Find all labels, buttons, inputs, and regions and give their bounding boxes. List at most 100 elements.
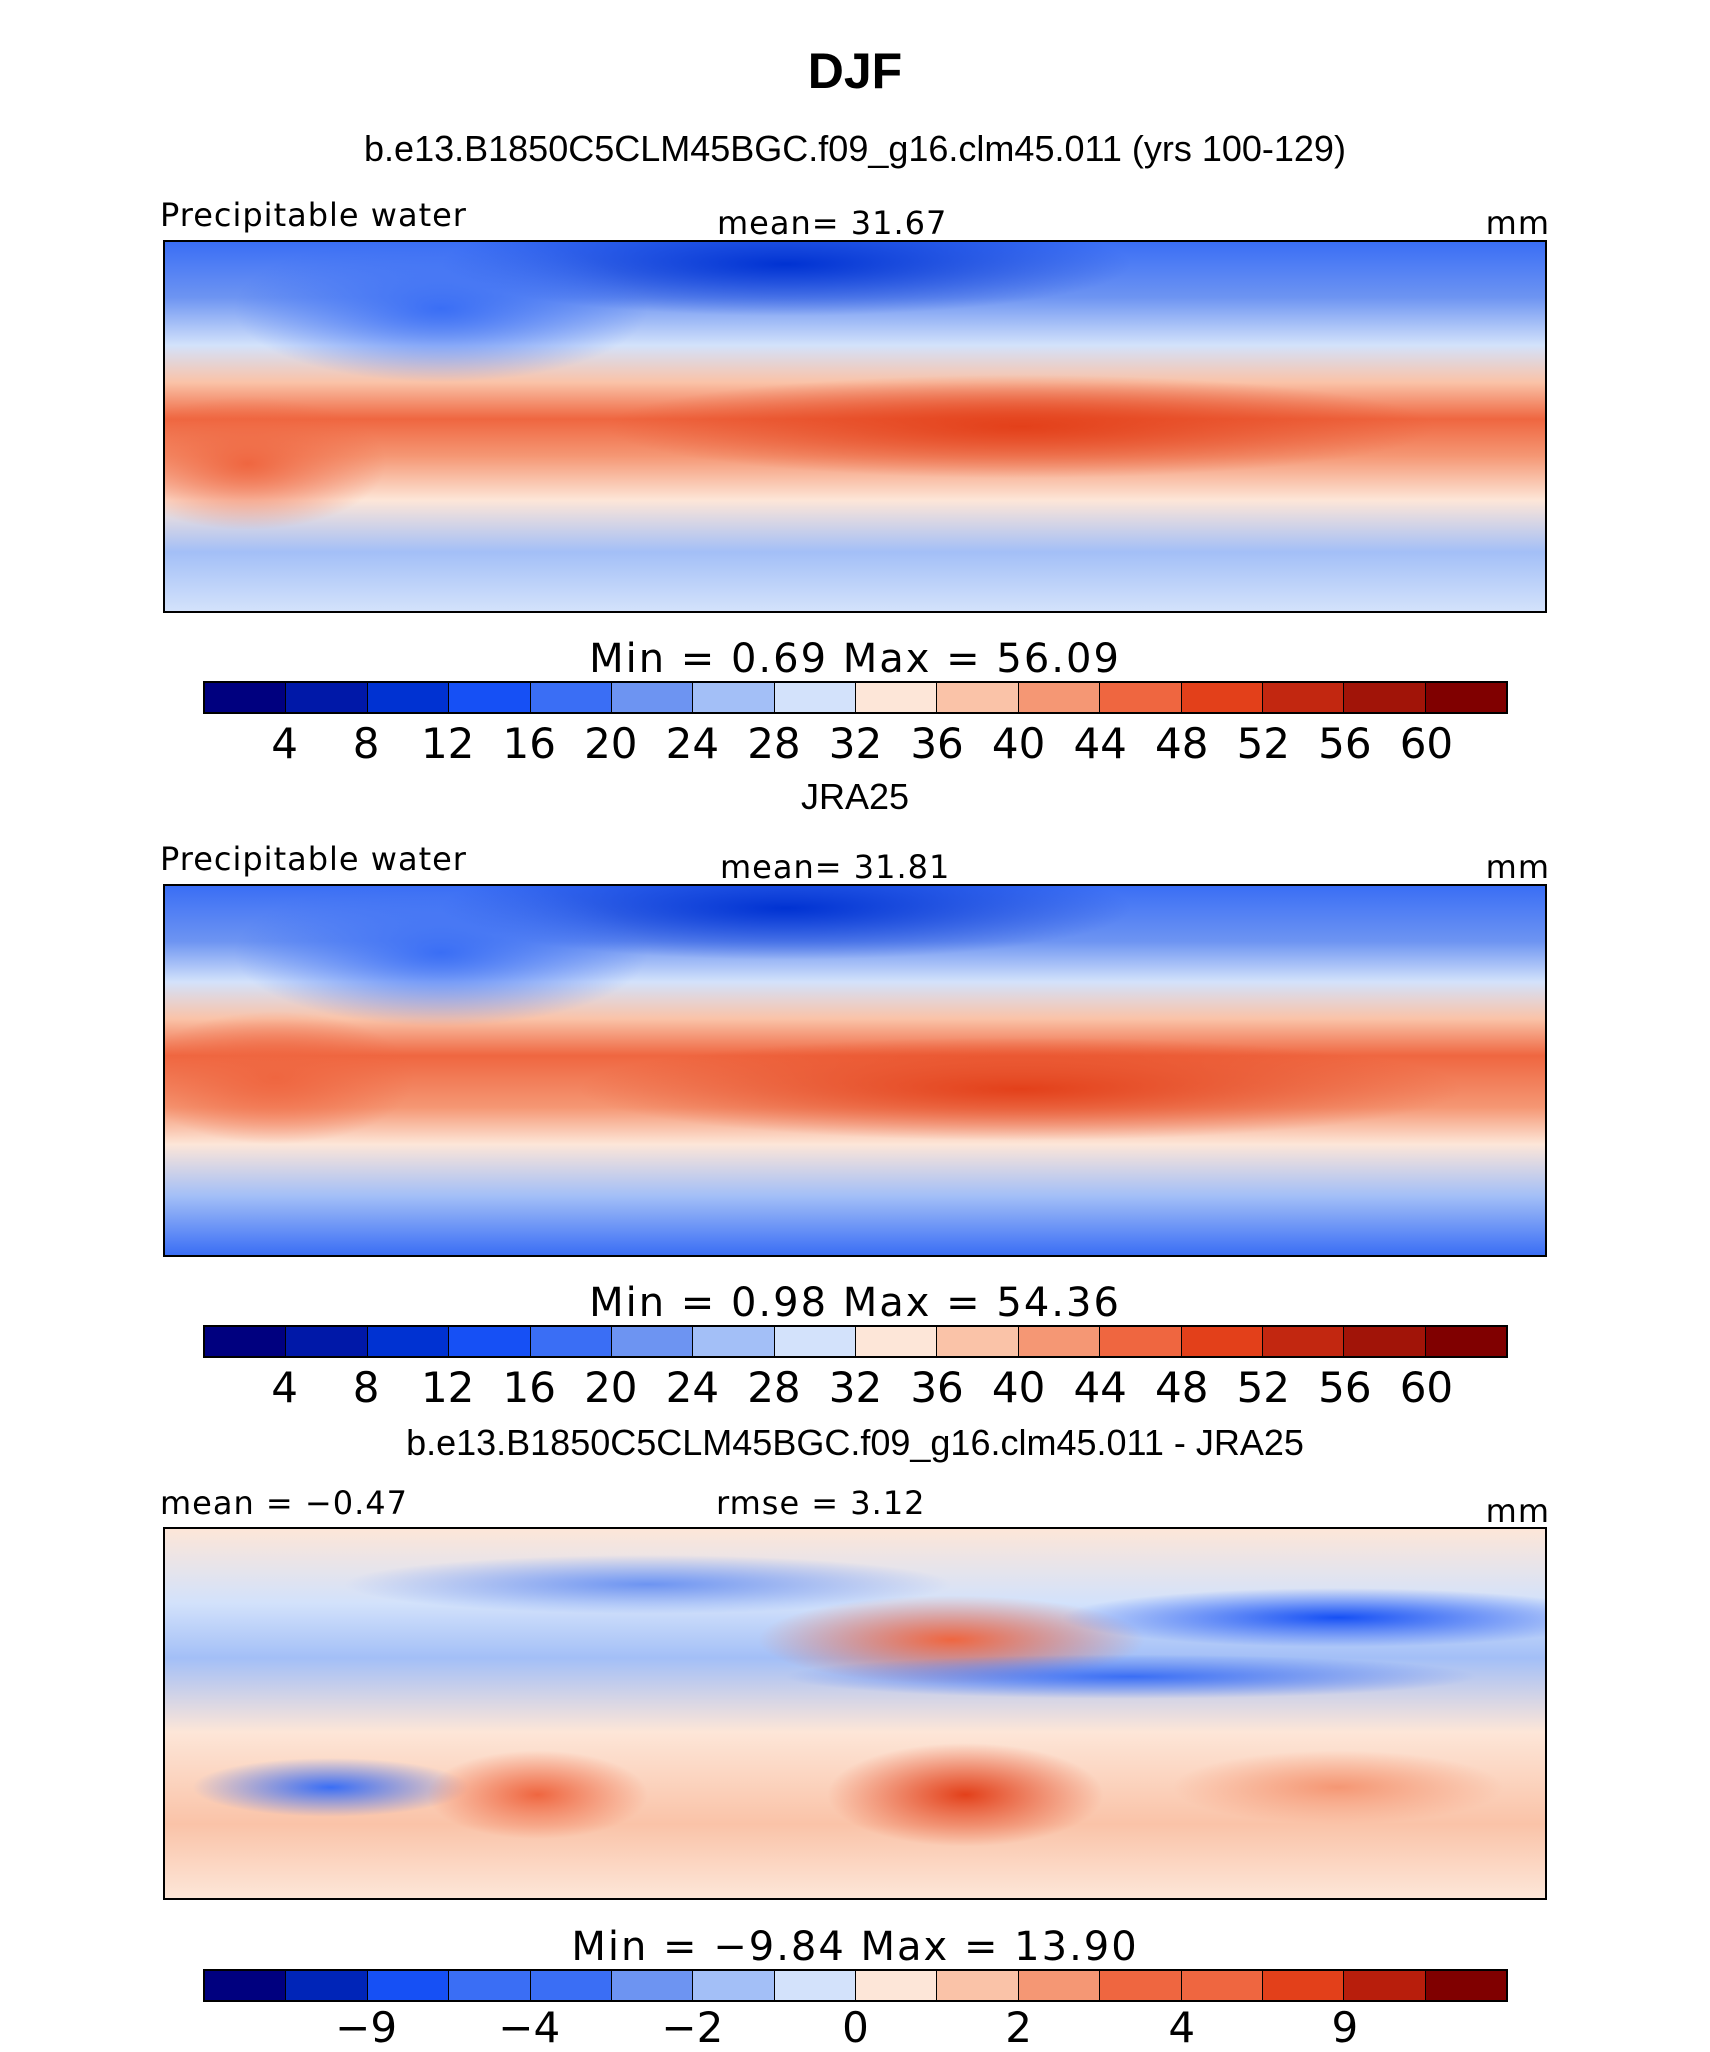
colorbar-segment bbox=[1262, 1327, 1345, 1356]
colorbar-tick-label: 60 bbox=[1399, 1363, 1454, 1412]
panel2-subtitle: JRA25 bbox=[800, 776, 910, 817]
colorbar-tick-label: 28 bbox=[747, 719, 801, 768]
colorbar-segment bbox=[1018, 1327, 1101, 1356]
colorbar-tick-label: 32 bbox=[828, 719, 883, 768]
colorbar-segment bbox=[611, 1327, 694, 1356]
panel2-unit-label: mm bbox=[1485, 848, 1550, 886]
panel2-left-label: Precipitable water bbox=[160, 840, 467, 878]
colorbar-segment bbox=[611, 1971, 694, 2000]
colorbar-tick-label: 8 bbox=[352, 719, 380, 768]
colorbar-tick-label: 36 bbox=[910, 719, 964, 768]
colorbar-segment bbox=[530, 1971, 612, 2000]
colorbar-segment bbox=[449, 1327, 531, 1356]
colorbar-tick-label: 4 bbox=[271, 719, 298, 768]
colorbar-tick-label: 24 bbox=[665, 719, 720, 768]
colorbar-segment bbox=[693, 683, 775, 712]
colorbar-segment bbox=[774, 1971, 856, 2000]
colorbar-segment bbox=[693, 1971, 775, 2000]
colorbar-segment bbox=[1425, 1327, 1506, 1356]
colorbar-tick-label: 48 bbox=[1155, 1363, 1209, 1412]
panel3-unit-label: mm bbox=[1485, 1492, 1550, 1530]
colorbar-tick-label: 28 bbox=[747, 1363, 801, 1412]
colorbar-segment bbox=[1425, 683, 1506, 712]
colorbar-segment bbox=[367, 1327, 450, 1356]
panel3-map bbox=[163, 1527, 1547, 1900]
panel1-unit-label: mm bbox=[1485, 204, 1550, 242]
colorbar-tick-label: 40 bbox=[991, 719, 1046, 768]
colorbar-tick-label: 20 bbox=[584, 1363, 638, 1412]
panel2-minmax: Min = 0.98 Max = 54.36 bbox=[589, 1280, 1121, 1326]
colorbar-tick-label: 16 bbox=[502, 719, 556, 768]
colorbar-segment bbox=[1344, 1327, 1426, 1356]
panel3-minmax: Min = −9.84 Max = 13.90 bbox=[571, 1924, 1139, 1970]
colorbar-tick-label: 60 bbox=[1399, 719, 1454, 768]
colorbar-tick-label: 12 bbox=[420, 1363, 475, 1412]
colorbar-tick-label: 0 bbox=[842, 2003, 869, 2052]
colorbar-tick-label: 4 bbox=[271, 1363, 298, 1412]
colorbar-segment bbox=[205, 1971, 287, 2000]
panel3-subtitle: b.e13.B1850C5CLM45BGC.f09_g16.clm45.011 … bbox=[406, 1422, 1304, 1463]
colorbar-segment bbox=[1018, 1971, 1101, 2000]
colorbar-tick-label: −4 bbox=[498, 2003, 561, 2052]
colorbar-tick-label: 44 bbox=[1073, 1363, 1127, 1412]
colorbar-tick-label: 2 bbox=[1005, 2003, 1032, 2052]
colorbar-segment bbox=[286, 1971, 368, 2000]
colorbar-tick-label: 44 bbox=[1073, 719, 1127, 768]
colorbar-tick-label: 56 bbox=[1318, 1363, 1372, 1412]
colorbar-segment bbox=[693, 1327, 775, 1356]
colorbar-segment bbox=[1100, 683, 1182, 712]
colorbar-segment bbox=[205, 1327, 287, 1356]
panel2-map bbox=[163, 884, 1547, 1257]
colorbar-segment bbox=[1181, 1971, 1263, 2000]
colorbar-segment bbox=[1344, 683, 1426, 712]
colorbar-segment bbox=[205, 683, 287, 712]
colorbar-segment bbox=[1100, 1327, 1182, 1356]
colorbar-segment bbox=[856, 683, 938, 712]
panel1-minmax: Min = 0.69 Max = 56.09 bbox=[589, 636, 1121, 682]
colorbar-segment bbox=[1100, 1971, 1182, 2000]
colorbar-tick-label: 16 bbox=[502, 1363, 556, 1412]
colorbar-segment bbox=[1344, 1971, 1426, 2000]
colorbar-tick-label: 8 bbox=[352, 1363, 380, 1412]
panel1-map bbox=[163, 240, 1547, 613]
colorbar-segment bbox=[1181, 683, 1263, 712]
colorbar-segment bbox=[774, 683, 856, 712]
colorbar-segment bbox=[611, 683, 694, 712]
colorbar-tick-label: 40 bbox=[991, 1363, 1046, 1412]
colorbar-segment bbox=[530, 1327, 612, 1356]
colorbar-tick-label: 9 bbox=[1331, 2003, 1359, 2052]
panel2-colorbar bbox=[203, 1325, 1508, 1358]
colorbar-tick-label: −9 bbox=[335, 2003, 398, 2052]
colorbar-tick-label: 52 bbox=[1236, 1363, 1291, 1412]
panel3-colorbar bbox=[203, 1969, 1508, 2002]
colorbar-segment bbox=[937, 683, 1019, 712]
colorbar-segment bbox=[530, 683, 612, 712]
colorbar-segment bbox=[937, 1327, 1019, 1356]
colorbar-segment bbox=[449, 683, 531, 712]
colorbar-segment bbox=[856, 1971, 938, 2000]
colorbar-segment bbox=[1262, 683, 1345, 712]
colorbar-tick-label: 20 bbox=[584, 719, 638, 768]
colorbar-tick-label: 12 bbox=[420, 719, 475, 768]
colorbar-tick-label: 32 bbox=[828, 1363, 883, 1412]
colorbar-segment bbox=[367, 1971, 450, 2000]
colorbar-segment bbox=[1181, 1327, 1263, 1356]
colorbar-segment bbox=[449, 1971, 531, 2000]
colorbar-tick-label: 24 bbox=[665, 1363, 720, 1412]
colorbar-segment bbox=[367, 683, 450, 712]
panel3-mean-label: mean = −0.47 bbox=[160, 1484, 408, 1522]
panel2-mean-label: mean= 31.81 bbox=[720, 848, 951, 886]
colorbar-tick-label: 52 bbox=[1236, 719, 1291, 768]
colorbar-tick-label: −2 bbox=[661, 2003, 724, 2052]
colorbar-tick-label: 48 bbox=[1155, 719, 1209, 768]
panel1-left-label: Precipitable water bbox=[160, 196, 467, 234]
colorbar-tick-label: 36 bbox=[910, 1363, 964, 1412]
model-run-subtitle: b.e13.B1850C5CLM45BGC.f09_g16.clm45.011 … bbox=[364, 128, 1346, 169]
colorbar-segment bbox=[286, 1327, 368, 1356]
colorbar-segment bbox=[1262, 1971, 1345, 2000]
colorbar-tick-label: 4 bbox=[1168, 2003, 1196, 2052]
colorbar-tick-label: 56 bbox=[1318, 719, 1372, 768]
figure-title: DJF bbox=[807, 43, 903, 99]
colorbar-segment bbox=[774, 1327, 856, 1356]
colorbar-segment bbox=[1425, 1971, 1506, 2000]
